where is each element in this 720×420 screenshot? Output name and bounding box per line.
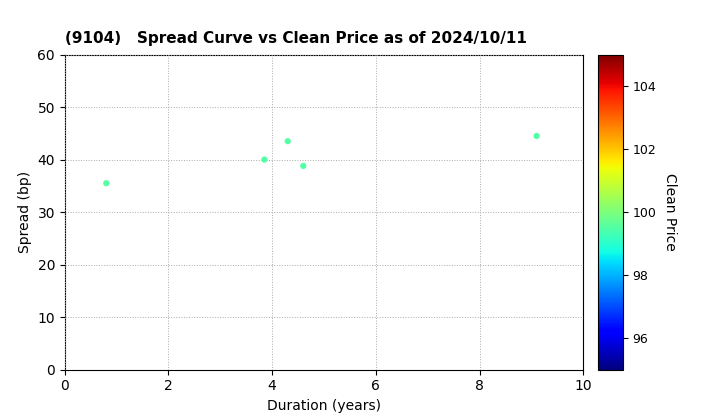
- Point: [101, 180, 112, 186]
- Point: [282, 138, 294, 144]
- Y-axis label: Clean Price: Clean Price: [663, 173, 678, 251]
- Text: (9104)   Spread Curve vs Clean Price as of 2024/10/11: (9104) Spread Curve vs Clean Price as of…: [65, 32, 526, 47]
- X-axis label: Duration (years): Duration (years): [267, 399, 381, 413]
- Point: [297, 163, 309, 169]
- Y-axis label: Spread (bp): Spread (bp): [18, 171, 32, 253]
- Point: [531, 133, 542, 139]
- Point: [258, 156, 270, 163]
